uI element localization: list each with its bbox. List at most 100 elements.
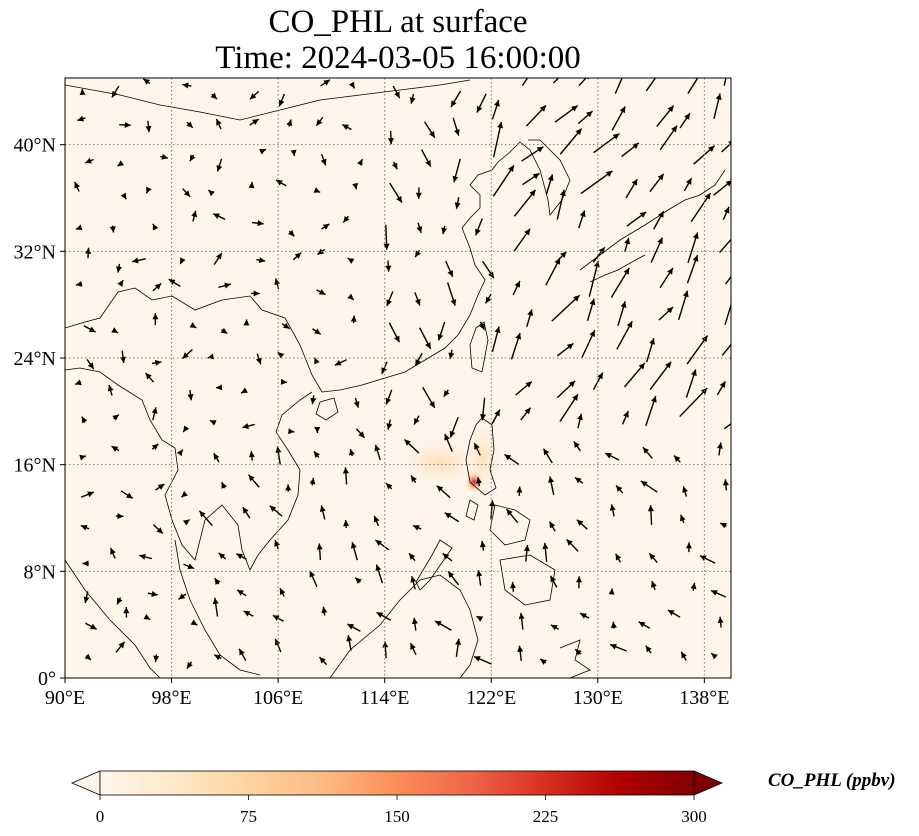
wind-arrow-head: [248, 474, 255, 482]
wind-arrow-head: [658, 78, 659, 79]
wind-arrow-head: [642, 447, 650, 454]
wind-arrow-head: [189, 322, 197, 328]
wind-arrow-head: [394, 335, 400, 343]
colorbar-ticks: 0 75 150 225 300: [96, 795, 707, 826]
wind-arrow-head: [444, 433, 450, 441]
wind-arrow-head: [221, 482, 227, 489]
wind-arrow-head: [112, 414, 119, 421]
wind-arrow-head: [75, 280, 83, 287]
wind-arrow-head: [342, 467, 349, 474]
wind-arrow-head: [346, 635, 353, 642]
wind-arrow-head: [650, 396, 657, 403]
wind-arrow-head: [213, 453, 220, 460]
wind-arrow-head: [181, 491, 188, 498]
wind-arrow-head: [436, 485, 444, 492]
wind-arrow-head: [153, 655, 160, 662]
wind-arrow-head: [566, 539, 573, 546]
wind-arrow-head: [74, 181, 80, 189]
wind-arrow-head: [473, 656, 481, 662]
wind-arrow-head: [386, 423, 393, 430]
map-frame: [64, 77, 732, 679]
lat-tick-label: 0°: [38, 668, 56, 690]
wind-arrow-head: [575, 128, 582, 136]
wind-arrow-head: [711, 653, 718, 660]
lat-tick-label: 40°N: [14, 135, 56, 157]
wind-arrow-head: [252, 119, 259, 125]
lat-axis: 0° 8°N 16°N 24°N 32°N 40°N: [14, 135, 65, 690]
wind-arrow-head: [657, 237, 663, 245]
wind-arrow-head: [87, 491, 94, 498]
coastline-palawan: [415, 539, 453, 591]
map-background: [65, 78, 731, 678]
wind-arrow-head: [350, 315, 357, 322]
wind-arrow-head: [674, 455, 681, 462]
wind-arrow-head: [671, 125, 678, 133]
wind-arrow-head: [77, 115, 84, 122]
wind-arrow-head: [476, 105, 483, 113]
colorbar-label: CO_PHL (ppbv): [768, 770, 896, 791]
wind-arrow-head: [448, 352, 455, 359]
wind-arrow-head: [576, 519, 584, 527]
wind-arrow-head: [645, 645, 652, 653]
wind-arrow-head: [573, 441, 580, 448]
wind-arrow-shaft: [721, 142, 731, 153]
wind-arrow-head: [387, 138, 394, 145]
wind-arrow-head: [452, 175, 459, 183]
wind-arrow-head: [318, 289, 326, 295]
wind-arrow-head: [518, 612, 525, 620]
wind-arrow-head: [667, 268, 673, 275]
wind-arrow-head: [320, 158, 327, 166]
wind-arrow-head: [412, 525, 420, 531]
wind-arrow-head: [314, 328, 321, 335]
colorbar: 0 75 150 225 300: [70, 770, 724, 826]
wind-arrow-head: [124, 121, 131, 128]
wind-arrow-head: [182, 82, 189, 89]
wind-arrow-shaft: [719, 238, 731, 254]
map-title: CO_PHL at surface: [268, 4, 528, 40]
wind-arrow-head: [373, 515, 380, 523]
wind-arrow-head: [111, 446, 119, 452]
wind-arrow-head: [187, 393, 194, 401]
wind-arrow-head: [279, 588, 286, 595]
wind-arrow-head: [316, 543, 323, 550]
wind-arrow-head: [386, 299, 392, 306]
wind-arrow-head: [517, 645, 524, 653]
wind-arrow-head: [85, 247, 92, 254]
wind-arrow-head: [442, 553, 450, 560]
wind-arrow-head: [220, 327, 228, 334]
wind-arrow-head: [619, 106, 626, 114]
wind-arrow-head: [739, 327, 745, 334]
wind-arrow-head: [356, 159, 363, 166]
wind-arrow-head: [579, 210, 586, 218]
wind-arrow-shaft: [687, 78, 699, 94]
wind-arrow-shaft: [588, 260, 599, 297]
wind-arrow-head: [117, 280, 124, 287]
colorbar-tick-label: 0: [96, 807, 105, 826]
wind-arrow-head: [143, 78, 150, 85]
wind-arrow-head: [657, 173, 664, 181]
wind-arrow-head: [624, 237, 631, 245]
wind-arrow-head: [154, 283, 162, 290]
wind-arrow-head: [269, 505, 277, 512]
wind-arrow-head: [189, 154, 196, 162]
wind-arrow-head: [216, 118, 222, 126]
wind-arrow-head: [89, 623, 97, 630]
wind-arrow-head: [429, 401, 435, 408]
coastline-sumatra: [65, 559, 161, 678]
wind-arrow-head: [415, 192, 422, 199]
wind-arrow-head: [132, 257, 139, 264]
wind-arrow-head: [639, 211, 647, 218]
coastline-sulawesi: [559, 639, 591, 678]
wind-arrow-shaft: [724, 302, 731, 325]
wind-arrow-head: [717, 616, 724, 624]
colorbar-max-extension: [693, 770, 724, 796]
wind-arrow-head: [385, 483, 393, 490]
wind-arrow-head: [497, 121, 504, 129]
colorbar-tick-label: 150: [384, 807, 410, 826]
wind-arrow-head: [525, 381, 532, 388]
wind-arrow-head: [404, 439, 411, 446]
coastline-hainan: [315, 397, 339, 421]
wind-arrow-head: [732, 232, 738, 238]
wind-arrow-head: [382, 641, 389, 648]
lon-axis: 90°E 98°E 106°E 114°E 122°E 130°E 138°E: [45, 678, 729, 709]
